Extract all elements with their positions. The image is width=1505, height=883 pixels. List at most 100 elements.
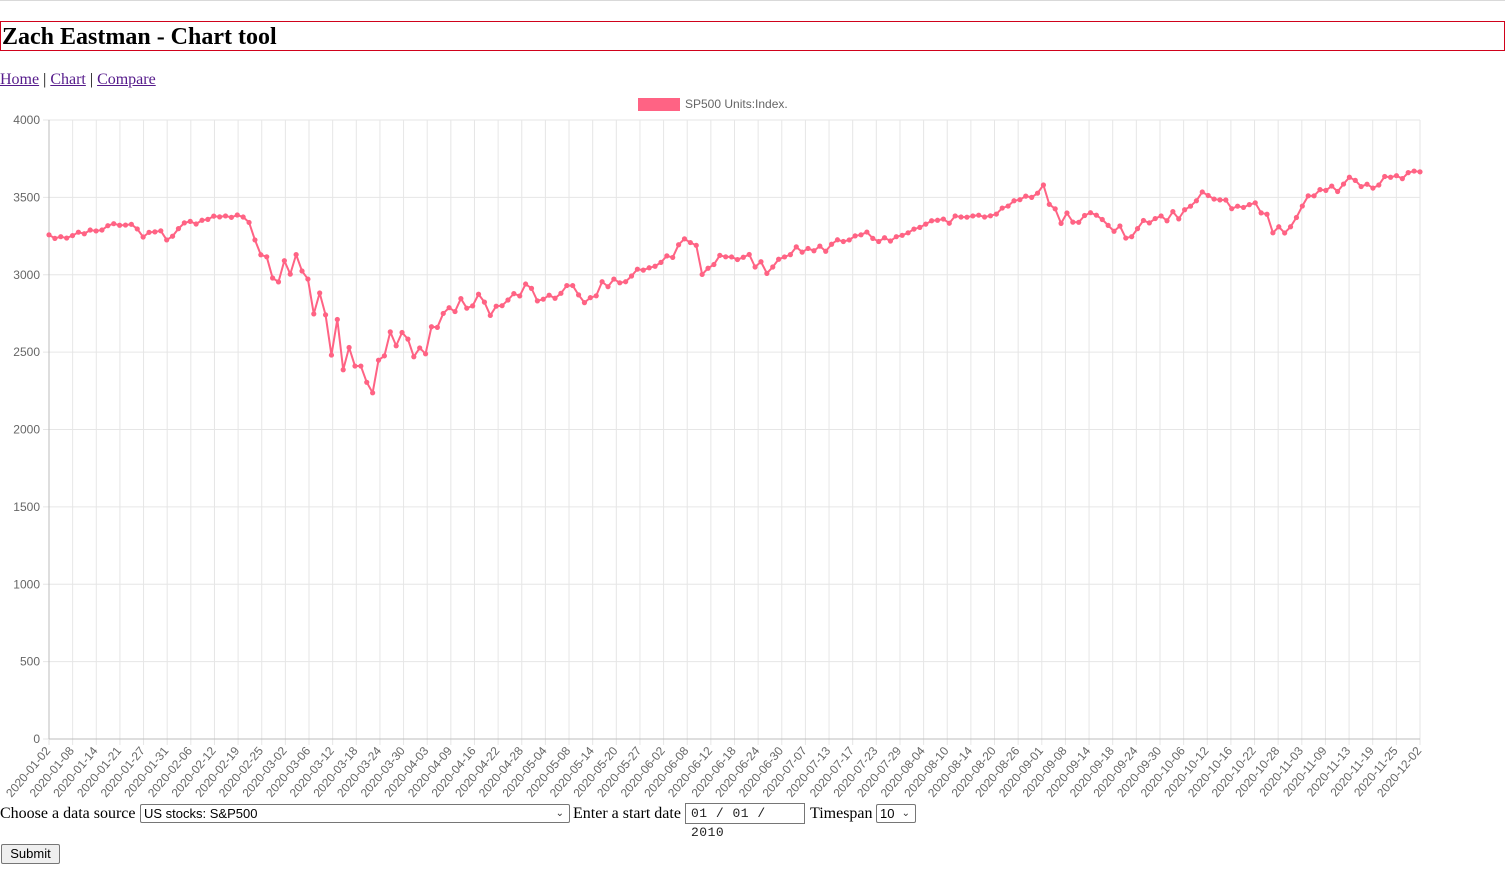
data-point bbox=[846, 237, 852, 243]
data-point bbox=[823, 248, 829, 254]
data-point bbox=[1411, 168, 1417, 174]
data-point bbox=[840, 238, 846, 245]
data-point bbox=[1211, 196, 1217, 202]
query-form: Choose a data source US stocks: S&P500 ⌄… bbox=[0, 802, 1505, 840]
data-point bbox=[1382, 173, 1388, 180]
data-point bbox=[1123, 235, 1129, 241]
data-point bbox=[1352, 177, 1358, 183]
data-point bbox=[1029, 194, 1035, 200]
data-point bbox=[1358, 183, 1364, 190]
data-point bbox=[858, 232, 864, 238]
data-point bbox=[328, 352, 335, 358]
data-point bbox=[752, 264, 758, 270]
data-point bbox=[281, 258, 287, 264]
data-point bbox=[770, 264, 776, 270]
data-point bbox=[528, 285, 535, 291]
data-point bbox=[899, 232, 905, 238]
timespan-select[interactable]: 10 ⌄ bbox=[876, 804, 916, 823]
data-point bbox=[929, 218, 935, 224]
data-point bbox=[634, 266, 641, 272]
data-point bbox=[828, 241, 835, 247]
start-date-input[interactable]: 01 / 01 / 2010 bbox=[685, 803, 805, 840]
data-point bbox=[517, 293, 523, 299]
data-point bbox=[693, 242, 699, 248]
data-point bbox=[146, 229, 152, 235]
nav-link-home[interactable]: Home bbox=[0, 71, 40, 88]
data-point bbox=[852, 233, 858, 239]
data-point bbox=[1240, 204, 1247, 211]
data-point bbox=[1023, 193, 1029, 199]
data-point bbox=[646, 265, 652, 271]
data-point bbox=[1346, 174, 1352, 180]
data-point bbox=[758, 259, 764, 265]
data-point bbox=[681, 236, 688, 242]
data-point bbox=[1246, 202, 1252, 208]
data-point bbox=[799, 249, 805, 255]
y-tick-label: 4000 bbox=[13, 113, 40, 127]
data-point bbox=[311, 311, 317, 317]
data-point bbox=[728, 254, 735, 260]
data-point bbox=[911, 226, 917, 232]
data-point bbox=[1140, 217, 1147, 224]
data-point bbox=[87, 227, 93, 233]
data-point bbox=[1264, 211, 1270, 217]
data-point bbox=[1293, 214, 1300, 221]
data-point bbox=[834, 237, 841, 243]
data-point bbox=[1105, 222, 1111, 228]
data-point bbox=[1164, 218, 1170, 224]
nav-link-compare[interactable]: Compare bbox=[97, 71, 156, 88]
data-point bbox=[475, 291, 482, 297]
data-point bbox=[1005, 203, 1011, 209]
data-point bbox=[293, 252, 299, 258]
data-point bbox=[64, 235, 70, 241]
data-point bbox=[581, 300, 588, 306]
data-point bbox=[740, 254, 746, 260]
data-point bbox=[375, 357, 382, 363]
data-point bbox=[370, 390, 376, 396]
data-point bbox=[587, 295, 593, 301]
data-source-select[interactable]: US stocks: S&P500 ⌄ bbox=[140, 804, 570, 823]
data-point bbox=[1099, 216, 1105, 223]
data-point bbox=[1017, 197, 1023, 203]
data-point bbox=[623, 279, 629, 285]
data-point bbox=[1199, 189, 1205, 195]
data-point bbox=[976, 212, 982, 218]
data-point bbox=[387, 329, 393, 335]
nav-bar: Home | Chart | Compare bbox=[0, 71, 156, 89]
data-point bbox=[287, 271, 293, 277]
data-point bbox=[593, 293, 599, 299]
nav-link-chart[interactable]: Chart bbox=[50, 71, 86, 88]
data-point bbox=[217, 214, 223, 220]
date-label: Enter a start date bbox=[573, 805, 681, 822]
data-point bbox=[1370, 185, 1376, 191]
submit-button[interactable]: Submit bbox=[1, 844, 60, 864]
y-tick-label: 0 bbox=[33, 732, 40, 746]
data-point bbox=[711, 261, 717, 268]
data-point bbox=[599, 279, 605, 285]
data-point bbox=[864, 229, 870, 235]
data-point bbox=[699, 271, 705, 278]
data-point bbox=[917, 224, 923, 230]
data-point bbox=[411, 354, 417, 360]
timespan-value: 10 bbox=[880, 806, 895, 821]
data-point bbox=[575, 292, 582, 298]
data-point bbox=[69, 232, 76, 239]
data-point bbox=[440, 310, 446, 317]
data-point bbox=[234, 212, 240, 218]
data-point bbox=[52, 235, 58, 241]
data-point bbox=[881, 235, 888, 241]
y-tick-label: 1500 bbox=[13, 500, 40, 514]
data-point bbox=[964, 214, 970, 220]
data-point bbox=[199, 217, 205, 223]
data-point bbox=[999, 205, 1005, 211]
data-point bbox=[322, 312, 329, 318]
data-point bbox=[523, 281, 529, 287]
data-point bbox=[1364, 181, 1370, 187]
data-point bbox=[75, 229, 82, 235]
data-point bbox=[1170, 209, 1176, 215]
data-point bbox=[205, 216, 211, 222]
header: Zach Eastman - Chart tool bbox=[0, 21, 1505, 51]
data-point bbox=[1317, 187, 1323, 193]
data-point bbox=[1229, 206, 1235, 212]
data-point bbox=[1152, 215, 1158, 222]
